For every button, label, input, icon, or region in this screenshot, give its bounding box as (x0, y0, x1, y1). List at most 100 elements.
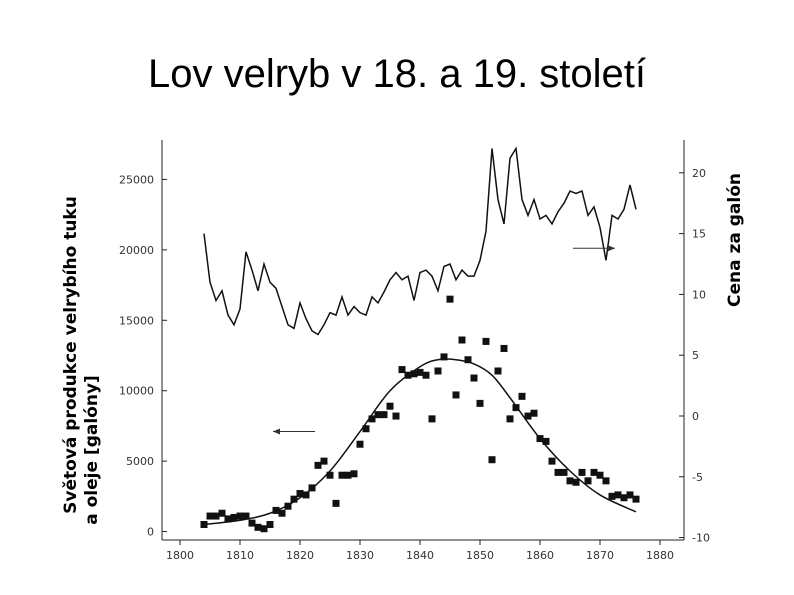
data-point (392, 412, 400, 420)
x-tick-label: 1880 (646, 549, 674, 562)
data-point (476, 399, 484, 407)
x-tick-label: 1820 (286, 549, 314, 562)
left-tick-label: 5000 (126, 455, 154, 468)
left-axis-label-line1: Světová produkce velrybího tuku (61, 196, 81, 514)
data-point (452, 391, 460, 399)
data-point (338, 471, 346, 479)
right-arrowhead (608, 245, 615, 252)
data-point (620, 494, 628, 502)
data-point (218, 509, 226, 517)
data-point (596, 471, 604, 479)
data-point (266, 521, 274, 529)
data-point (248, 519, 256, 527)
annotation-layer (273, 245, 615, 435)
data-point (374, 411, 382, 419)
data-point (554, 468, 562, 476)
right-tick-label: 0 (692, 410, 699, 423)
data-point (632, 495, 640, 503)
data-point (350, 470, 358, 478)
x-tick-label: 1840 (406, 549, 434, 562)
data-point (560, 468, 568, 476)
data-point (506, 415, 514, 423)
data-point (326, 471, 334, 479)
fitted-curve (203, 358, 637, 526)
data-point (578, 468, 586, 476)
data-point (530, 409, 538, 417)
data-point (356, 440, 364, 448)
data-point (548, 457, 556, 465)
x-axis-ticks: 1800 1810 1820 1830 1840 1850 1860 1870 1880 (166, 540, 674, 562)
data-point (206, 512, 214, 520)
left-tick-label: 25000 (119, 173, 154, 186)
data-point (386, 402, 394, 410)
x-tick-label: 1850 (466, 549, 494, 562)
right-tick-label: 5 (692, 349, 699, 362)
right-axis-ticks: -10 -5 0 5 10 15 20 (679, 167, 710, 545)
data-point (224, 515, 232, 523)
data-point (254, 523, 262, 531)
slide-title: Lov velryb v 18. a 19. století (147, 52, 647, 96)
data-point (572, 478, 580, 486)
left-axis-label-line2: a oleje [galóny] (82, 375, 102, 525)
x-tick-label: 1830 (346, 549, 374, 562)
data-point (344, 471, 352, 479)
left-axis-ticks: 0 5000 10000 15000 20000 25000 (119, 173, 167, 539)
data-point (284, 502, 292, 510)
left-tick-label: 0 (147, 526, 154, 539)
data-point (464, 356, 472, 364)
plot-frame (161, 140, 685, 541)
data-point (482, 337, 490, 345)
data-point (368, 415, 376, 423)
data-point (380, 411, 388, 419)
data-point (230, 513, 238, 521)
left-tick-label: 20000 (119, 244, 154, 257)
data-point (302, 491, 310, 499)
data-point (296, 490, 304, 498)
data-point (242, 512, 250, 520)
data-point (332, 499, 340, 507)
data-point (494, 367, 502, 375)
right-tick-label: -5 (692, 471, 703, 484)
x-tick-label: 1870 (586, 549, 614, 562)
data-point (542, 437, 550, 445)
data-point (446, 295, 454, 303)
data-point (236, 512, 244, 520)
data-point (416, 368, 424, 376)
data-point (440, 353, 448, 361)
data-point (290, 495, 298, 503)
data-point (590, 468, 598, 476)
x-tick-label: 1810 (226, 549, 254, 562)
data-point (608, 492, 616, 500)
x-tick-label: 1800 (166, 549, 194, 562)
data-point (314, 461, 322, 469)
right-axis-label: Cena za galón (725, 173, 745, 307)
data-point (434, 367, 442, 375)
x-tick-label: 1860 (526, 549, 554, 562)
data-point (488, 456, 496, 464)
data-point (614, 491, 622, 499)
data-point (524, 412, 532, 420)
left-tick-label: 10000 (119, 385, 154, 398)
data-point (212, 512, 220, 520)
data-point (470, 374, 478, 382)
data-point (320, 457, 328, 465)
data-point (500, 344, 508, 352)
left-arrowhead (273, 428, 280, 435)
data-point (422, 371, 430, 379)
right-tick-label: -10 (692, 532, 710, 545)
left-tick-label: 15000 (119, 314, 154, 327)
data-point (398, 366, 406, 374)
series-layer (200, 146, 640, 533)
data-point (458, 336, 466, 344)
data-point (278, 509, 286, 517)
data-point (410, 370, 418, 378)
right-tick-label: 15 (692, 228, 706, 241)
data-point (518, 392, 526, 400)
data-point (602, 477, 610, 485)
data-point (362, 425, 370, 433)
price-line (203, 146, 637, 336)
data-point (626, 491, 634, 499)
data-point (428, 415, 436, 423)
data-point (584, 477, 592, 485)
right-tick-label: 10 (692, 288, 706, 301)
